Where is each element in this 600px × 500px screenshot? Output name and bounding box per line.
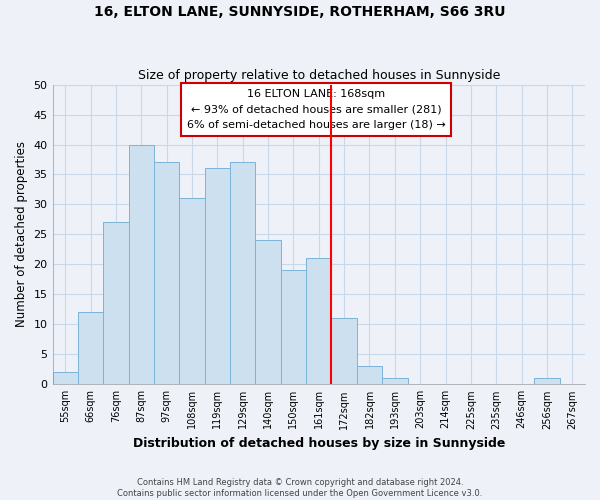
Bar <box>281 270 306 384</box>
Title: Size of property relative to detached houses in Sunnyside: Size of property relative to detached ho… <box>137 69 500 82</box>
Text: 16, ELTON LANE, SUNNYSIDE, ROTHERHAM, S66 3RU: 16, ELTON LANE, SUNNYSIDE, ROTHERHAM, S6… <box>94 5 506 19</box>
Text: Contains HM Land Registry data © Crown copyright and database right 2024.
Contai: Contains HM Land Registry data © Crown c… <box>118 478 482 498</box>
Text: 16 ELTON LANE: 168sqm
← 93% of detached houses are smaller (281)
6% of semi-deta: 16 ELTON LANE: 168sqm ← 93% of detached … <box>187 89 445 130</box>
Bar <box>78 312 103 384</box>
Bar <box>306 258 331 384</box>
Bar <box>382 378 407 384</box>
Bar <box>357 366 382 384</box>
Y-axis label: Number of detached properties: Number of detached properties <box>15 142 28 328</box>
X-axis label: Distribution of detached houses by size in Sunnyside: Distribution of detached houses by size … <box>133 437 505 450</box>
Bar <box>154 162 179 384</box>
Bar <box>534 378 560 384</box>
Bar <box>179 198 205 384</box>
Bar <box>205 168 230 384</box>
Bar <box>53 372 78 384</box>
Bar <box>331 318 357 384</box>
Bar <box>230 162 256 384</box>
Bar <box>128 144 154 384</box>
Bar <box>256 240 281 384</box>
Bar <box>103 222 128 384</box>
